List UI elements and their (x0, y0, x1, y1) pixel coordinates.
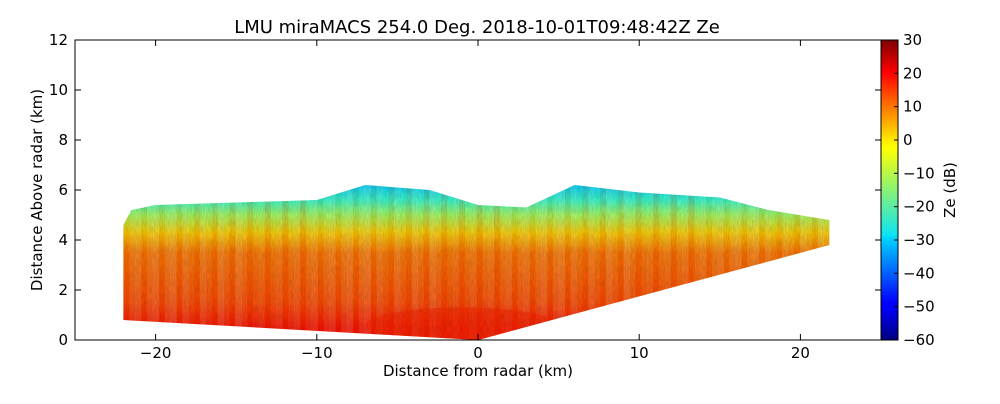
colorbar: −60 −50 −40 −30 −20 −10 0 10 20 30 Ze (dB) (880, 31, 959, 349)
colorbar-tick-label: −60 (903, 331, 935, 349)
colorbar-tick-label: 10 (903, 98, 922, 116)
scan-texture-stripe (658, 185, 666, 340)
scan-texture-stripe (711, 185, 719, 340)
colorbar-tick-label: −40 (903, 264, 935, 282)
chart-title: LMU miraMACS 254.0 Deg. 2018-10-01T09:48… (234, 17, 720, 38)
scan-texture-stripe (729, 185, 736, 340)
x-tick-label: 10 (630, 344, 649, 362)
scan-texture-stripe (717, 185, 724, 340)
scan-texture-stripe (752, 185, 760, 340)
scan-texture-stripe (817, 185, 824, 340)
scan-texture-stripe (800, 185, 807, 340)
colorbar-tick-label: −20 (903, 198, 935, 216)
colorbar-tick-label: −30 (903, 231, 935, 249)
colorbar-tick-label: 0 (903, 131, 913, 149)
scan-texture-stripe (770, 185, 777, 340)
scan-texture-stripe (805, 185, 813, 340)
scan-texture-stripe (764, 185, 772, 340)
scan-texture-stripe (652, 185, 660, 340)
scan-texture-stripe (794, 185, 801, 340)
scan-texture-stripe (735, 185, 742, 340)
y-tick-label: 12 (49, 31, 68, 49)
y-tick-label: 8 (58, 131, 68, 149)
y-axis-label: Distance Above radar (km) (28, 89, 46, 291)
colorbar-tick-label: 30 (903, 31, 922, 49)
x-tick-label: 0 (473, 344, 483, 362)
colorbar-tick-label: −10 (903, 164, 935, 182)
scan-texture-stripe (776, 185, 783, 340)
colorbar-label: Ze (dB) (941, 162, 959, 218)
y-tick-label: 10 (49, 81, 68, 99)
scan-texture-stripe (782, 185, 789, 340)
colorbar-tick-label: −50 (903, 298, 935, 316)
scan-texture-stripe (811, 185, 819, 340)
scan-texture-stripe (723, 185, 730, 340)
colorbar-ticks: −60 −50 −40 −30 −20 −10 0 10 20 30 (894, 31, 935, 349)
x-tick-label: 20 (791, 344, 810, 362)
scan-texture-stripe (700, 185, 707, 340)
scan-texture-stripe (694, 185, 701, 340)
x-tick-label: −10 (301, 344, 333, 362)
plot-area (123, 185, 830, 340)
colorbar-gradient (880, 39, 899, 341)
y-tick-label: 4 (58, 231, 68, 249)
y-axis: 0 2 4 6 8 10 12 (49, 31, 881, 349)
scan-texture-stripe (682, 185, 689, 340)
x-tick-label: −20 (140, 344, 172, 362)
scan-texture-stripe (788, 185, 795, 340)
y-tick-label: 6 (58, 181, 68, 199)
x-axis-label: Distance from radar (km) (383, 362, 573, 380)
x-axis: −20 −10 0 10 20 (140, 40, 810, 362)
scan-texture-stripe (676, 185, 683, 340)
scan-texture-stripe (688, 185, 695, 340)
scan-texture-stripe (664, 185, 672, 340)
scan-texture-stripe (647, 185, 654, 340)
scan-texture (123, 185, 830, 340)
scan-texture-stripe (747, 185, 754, 340)
y-tick-label: 2 (58, 281, 68, 299)
scan-texture-stripe (823, 185, 830, 340)
colorbar-tick-label: 20 (903, 64, 922, 82)
scan-texture-stripe (758, 185, 766, 340)
scan-texture-stripe (705, 185, 713, 340)
scan-texture-stripe (741, 185, 748, 340)
y-tick-label: 0 (58, 331, 68, 349)
scan-texture-stripe (670, 185, 677, 340)
